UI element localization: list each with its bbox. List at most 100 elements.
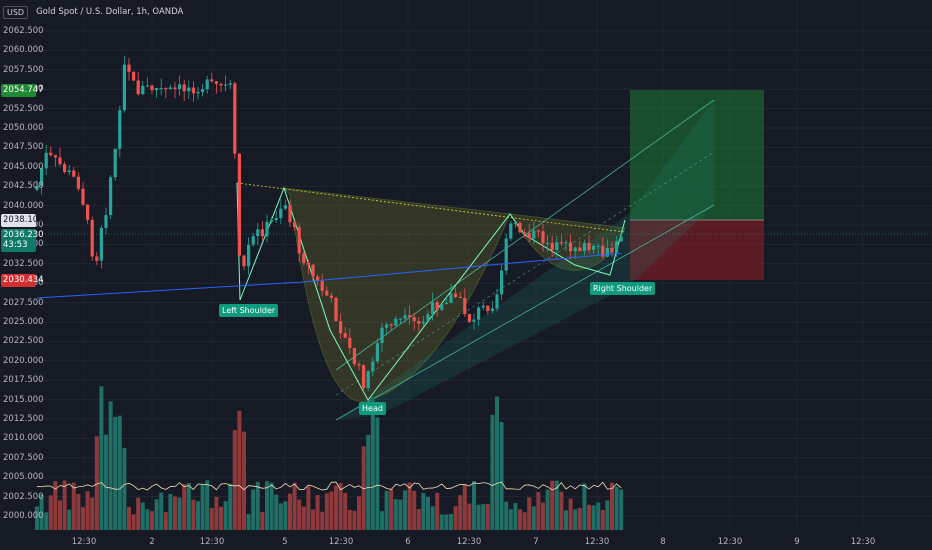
candle-body [435, 302, 439, 310]
volume-bar [246, 513, 251, 530]
currency-button[interactable]: USD [3, 5, 29, 19]
volume-bar [288, 493, 292, 530]
candle-body [283, 205, 287, 209]
countdown-tag: 43:53 [1, 239, 36, 252]
candle-body [444, 303, 448, 305]
volume-bar [568, 498, 573, 530]
candle-body [440, 304, 444, 310]
candle-body [615, 241, 619, 253]
volume-bar [467, 503, 472, 530]
volume-bar [421, 492, 426, 530]
volume-bar [347, 509, 352, 530]
volume-bar [380, 511, 384, 530]
volume-bar [94, 436, 99, 530]
candle-body [182, 84, 186, 92]
price-tick-label: 2010.000 [3, 433, 44, 444]
left-shoulder-label: Left Shoulder [219, 304, 279, 317]
candle-body [191, 87, 195, 94]
volume-bar [366, 434, 371, 530]
price-tick-label: 2017.500 [3, 375, 44, 386]
candle-body [472, 319, 476, 322]
candle-body [210, 79, 214, 82]
candle-body [90, 219, 94, 257]
candle-body [541, 231, 545, 244]
time-tick-label: 12:30 [71, 537, 97, 547]
candle-body [513, 222, 517, 224]
candle-body [610, 247, 614, 253]
candle-body [118, 110, 122, 149]
symbol-title[interactable]: Gold Spot / U.S. Dollar, 1h, OANDA [36, 7, 184, 17]
volume-bar [389, 488, 394, 530]
candle-body [265, 221, 269, 237]
candle-body [127, 64, 131, 72]
candle-body [518, 222, 522, 233]
candle-body [228, 83, 232, 85]
time-tick-label: 12:30 [717, 537, 743, 547]
price-tick-label: 2027.500 [3, 297, 44, 308]
volume-bar [67, 509, 72, 530]
volume-bar [306, 486, 311, 530]
candle-body [398, 318, 402, 320]
candle-body [113, 148, 117, 178]
volume-bar [605, 500, 610, 530]
candle-body [270, 220, 274, 222]
candle-body [67, 170, 71, 173]
candle-body [122, 64, 126, 111]
current-price-tag: 2036.230 [1, 229, 44, 242]
volume-bar [352, 510, 357, 530]
volume-bar [205, 480, 210, 530]
head-cup [283, 187, 511, 402]
candle-body [205, 79, 209, 90]
candle-body [582, 242, 586, 252]
volume-bar [62, 480, 67, 530]
volume-bar [76, 493, 81, 530]
candle-body [546, 242, 550, 244]
volume-bar [191, 499, 196, 530]
neckline [236, 182, 626, 233]
volume-bar [338, 483, 343, 530]
candle-body [449, 293, 453, 304]
candle-body [366, 371, 370, 389]
candle-body [256, 229, 260, 237]
candle-body [53, 155, 57, 158]
volume-bar [550, 480, 555, 530]
candle-body [454, 293, 458, 297]
candle-body [490, 308, 494, 312]
volume-bar [108, 401, 113, 530]
volume-bar [163, 512, 168, 530]
channel-lower [335, 204, 715, 421]
candle-body [495, 294, 499, 309]
volume-bar [596, 502, 601, 530]
candle-body [500, 270, 504, 295]
candle-body [573, 247, 577, 252]
candle-body [159, 87, 163, 89]
candle-body [247, 244, 251, 267]
candle-body [233, 83, 237, 154]
volume-bar [237, 410, 242, 530]
candle-body [196, 92, 200, 94]
candle-body [35, 185, 39, 190]
volume-bar [518, 509, 522, 530]
price-tick-label: 2012.500 [3, 414, 44, 424]
volume-bar [117, 415, 122, 530]
candle-body [104, 215, 108, 228]
volume-bar [104, 434, 108, 530]
volume-bar [536, 492, 541, 530]
candle-body [109, 177, 113, 216]
price-tick-label: 2040.000 [3, 200, 44, 211]
candle-body [297, 227, 301, 254]
volume-bar [577, 507, 582, 530]
stop-price-tag: 2030.434 [1, 274, 44, 287]
volume-bar [320, 511, 325, 530]
volume-bar [591, 505, 596, 530]
volume-bar [255, 481, 260, 530]
candle-body [403, 315, 407, 319]
volume-bar [513, 503, 518, 530]
candle-body [40, 168, 44, 186]
volume-bar [311, 509, 315, 530]
candle-body [555, 242, 559, 251]
candle-body [532, 230, 536, 239]
volume-bar [370, 396, 375, 530]
candle-body [306, 263, 310, 265]
